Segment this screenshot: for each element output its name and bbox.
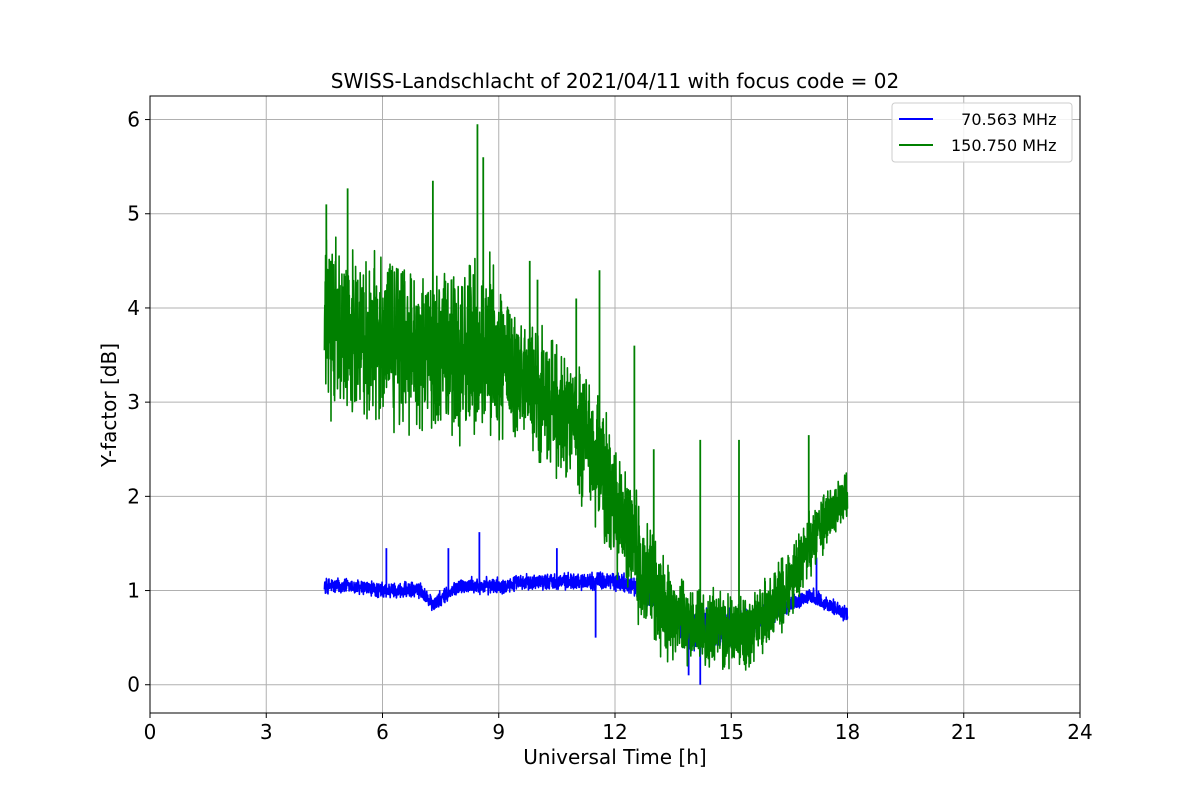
chart-title: SWISS-Landschlacht of 2021/04/11 with fo…	[331, 69, 899, 93]
y-axis-label: Y-factor [dB]	[97, 343, 121, 468]
x-tick-label: 9	[492, 720, 505, 744]
x-tick-label: 21	[951, 720, 976, 744]
y-tick-label: 3	[127, 390, 140, 414]
y-tick-label: 0	[127, 673, 140, 697]
x-tick-label: 15	[719, 720, 744, 744]
series-layer	[323, 124, 849, 685]
x-axis-label: Universal Time [h]	[523, 745, 706, 769]
legend: 70.563 MHz 150.750 MHz	[891, 102, 1073, 163]
legend-box	[891, 102, 1073, 163]
x-tick-label: 12	[602, 720, 627, 744]
x-tick-label: 3	[260, 720, 273, 744]
x-tick-label: 6	[376, 720, 389, 744]
x-tick-label: 0	[144, 720, 157, 744]
x-tick-label: 24	[1067, 720, 1092, 744]
grid-lines	[149, 96, 1081, 713]
y-tick-label: 5	[127, 202, 140, 226]
legend-label-70mhz: 70.563 MHz	[951, 110, 1056, 129]
series-line-1	[323, 236, 849, 671]
legend-label-150mhz: 150.750 MHz	[951, 136, 1056, 155]
x-tick-label: 18	[835, 720, 860, 744]
y-tick-label: 2	[127, 484, 140, 508]
y-tick-label: 1	[127, 579, 140, 603]
y-tick-label: 6	[127, 108, 140, 132]
y-tick-label: 4	[127, 296, 140, 320]
